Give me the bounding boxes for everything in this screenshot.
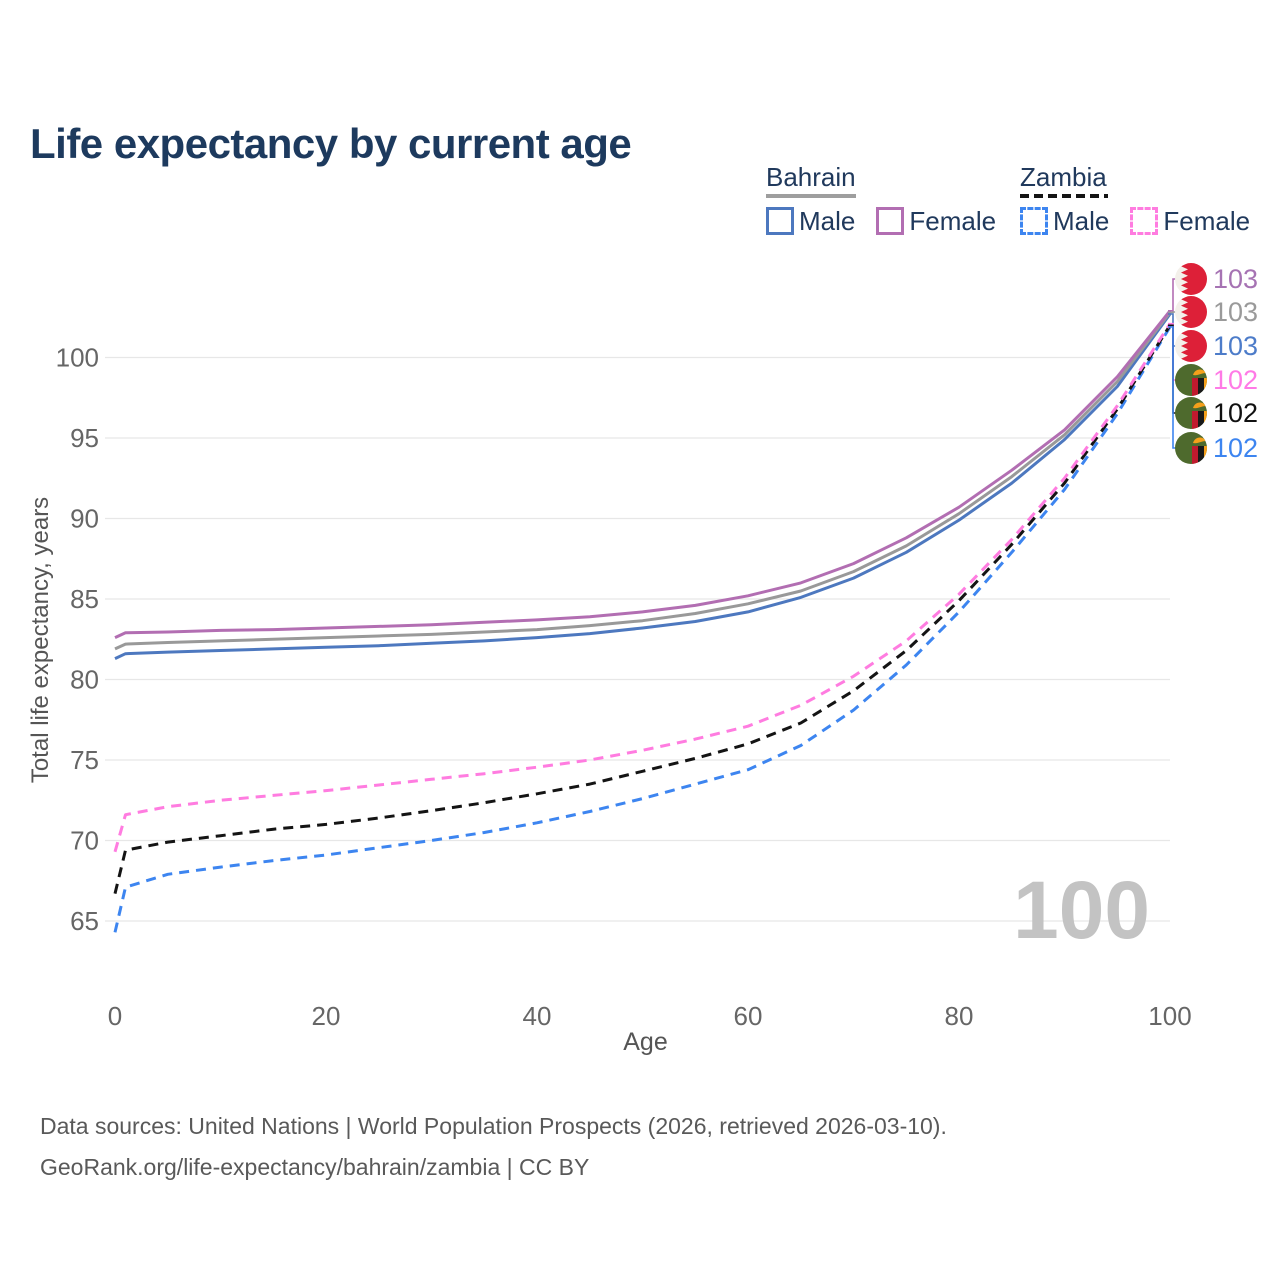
legend-group-zambia: Zambia Male Female: [1020, 163, 1250, 235]
bahrain-male-swatch-icon: [766, 207, 794, 235]
legend-label: Male: [799, 206, 856, 236]
x-tick-label: 60: [734, 1001, 763, 1031]
series-line-zambia-female: [113, 322, 1172, 853]
zambia-male-swatch-icon: [1020, 207, 1048, 235]
bahrain-flag-icon: [1175, 330, 1207, 362]
legend-item-bahrain-female[interactable]: Female: [876, 207, 996, 235]
page-title: Life expectancy by current age: [30, 120, 632, 168]
end-value-label-bahrain-both: 103: [1213, 297, 1258, 327]
x-axis-title: Age: [623, 1028, 667, 1056]
end-value-label-bahrain-male: 103: [1213, 331, 1258, 361]
y-tick-label: 65: [70, 906, 99, 936]
y-tick-label: 75: [70, 745, 99, 775]
series-line-bahrain-male: [114, 313, 1172, 660]
series-line-bahrain-both: [114, 311, 1172, 651]
footer-sources-line: Data sources: United Nations | World Pop…: [40, 1113, 947, 1139]
bahrain-female-swatch-icon: [876, 207, 905, 235]
bahrain-flag-icon: [1175, 296, 1207, 328]
y-tick-label: 100: [56, 343, 99, 373]
x-tick-label: 20: [312, 1001, 341, 1031]
x-tick-label: 40: [523, 1001, 552, 1031]
bahrain-flag-icon: [1175, 263, 1207, 295]
end-value-label-zambia-both: 102: [1213, 398, 1258, 428]
zambia-flag-icon: [1175, 432, 1207, 464]
bahrain-solid-line-sample: [766, 194, 856, 198]
x-tick-label: 100: [1148, 1001, 1191, 1031]
y-axis-title: Total life expectancy, years: [27, 497, 54, 783]
end-value-label-zambia-male: 102: [1213, 433, 1258, 463]
legend-item-bahrain-male[interactable]: Male: [766, 207, 855, 235]
zambia-flag-icon: [1175, 364, 1207, 396]
legend-item-zambia-male[interactable]: Male: [1020, 207, 1109, 235]
y-tick-label: 90: [70, 504, 99, 534]
footer-url-line: GeoRank.org/life-expectancy/bahrain/zamb…: [40, 1154, 590, 1180]
legend-group-bahrain: Bahrain Male Female: [766, 163, 996, 235]
zambia-dashed-line-sample: [1020, 194, 1108, 198]
series-line-zambia-male: [113, 326, 1172, 933]
data-source-footer: Data sources: United Nations | World Pop…: [40, 1106, 947, 1188]
series-line-zambia-both: [113, 324, 1172, 894]
series-line-bahrain-female: [114, 309, 1172, 639]
x-tick-label: 80: [945, 1001, 974, 1031]
legend-label: Male: [1053, 206, 1110, 236]
zambia-female-swatch-icon: [1130, 207, 1159, 235]
y-tick-label: 95: [70, 423, 99, 453]
end-label-leader-line: [1168, 278, 1177, 312]
y-tick-label: 70: [70, 826, 99, 856]
zambia-flag-icon: [1175, 397, 1207, 429]
legend-label: Female: [909, 206, 997, 236]
end-value-label-bahrain-female: 103: [1213, 264, 1258, 294]
legend-label: Female: [1163, 206, 1251, 236]
x-tick-label: 0: [108, 1001, 122, 1031]
age-counter-watermark: 100: [1013, 865, 1150, 956]
y-tick-label: 85: [70, 584, 99, 614]
legend-country-bahrain: Bahrain: [766, 162, 856, 192]
end-value-label-zambia-female: 102: [1213, 365, 1258, 395]
legend-item-zambia-female[interactable]: Female: [1130, 207, 1250, 235]
legend-country-zambia: Zambia: [1020, 162, 1107, 192]
y-tick-label: 80: [70, 665, 99, 695]
